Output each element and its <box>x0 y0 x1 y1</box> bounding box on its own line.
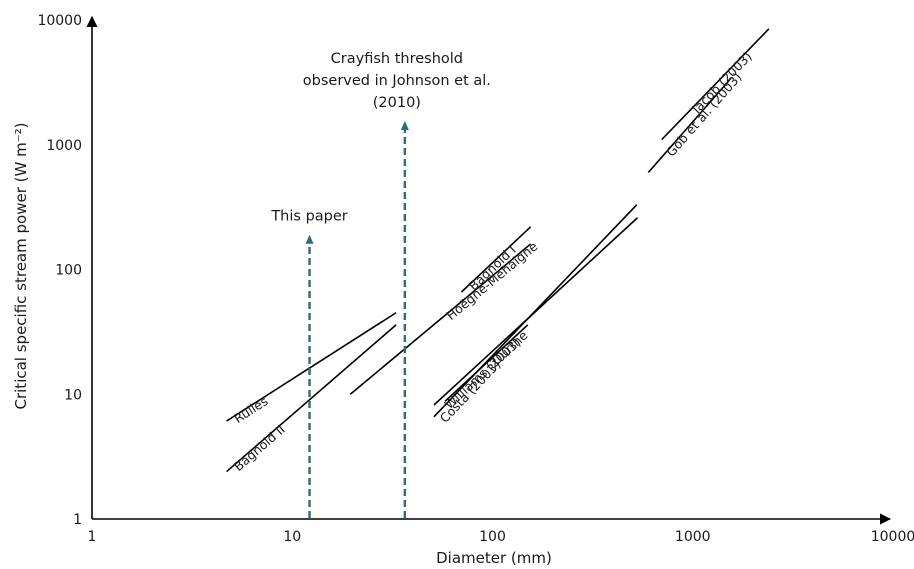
x-axis-title: Diameter (mm) <box>436 549 552 567</box>
threshold-label-line: Crayfish threshold <box>331 51 463 67</box>
threshold-arrows: This paper Crayfish threshold observed in … <box>270 51 491 518</box>
label-hoegne-mehaigne: Hoëgne-Mehaigne <box>443 238 540 323</box>
series-lines <box>226 28 770 473</box>
y-axis-title: Critical specific stream power (W m⁻²) <box>12 123 30 410</box>
label-bagnold-ii: Bagnold II <box>231 422 288 474</box>
line-bagnold-ii <box>226 324 397 473</box>
label-jacob-2003: Jacob (2003) <box>688 49 755 117</box>
y-tick-label: 10 <box>64 387 82 403</box>
label-rulles: Rulles <box>231 393 270 426</box>
x-tick-label: 100 <box>479 529 506 545</box>
x-tick-label: 10 <box>283 529 301 545</box>
line-hoegne-mehaigne <box>349 243 532 395</box>
line-rulles <box>226 312 397 422</box>
threshold-label-line: This paper <box>270 209 347 225</box>
x-tick-labels: 1 10 100 1000 10000 <box>88 529 914 545</box>
x-tick-label: 1 <box>88 529 97 545</box>
threshold-label-line: observed in Johnson et al. <box>303 73 491 89</box>
arrow-head-icon <box>305 234 314 244</box>
this-paper-threshold: This paper <box>270 209 348 518</box>
crayfish-threshold: Crayfish threshold observed in Johnson et… <box>303 51 491 518</box>
x-tick-label: 1000 <box>675 529 711 545</box>
line-costa-2003 <box>433 204 638 418</box>
y-tick-label: 100 <box>55 263 82 279</box>
line-bagnold-i <box>460 226 532 293</box>
y-tick-label: 10000 <box>37 13 82 29</box>
arrow-head-icon <box>400 121 409 131</box>
label-gob-et-al-2003: Gob et al. (2003) <box>663 70 745 160</box>
y-tick-label: 1000 <box>46 138 82 154</box>
x-tick-label: 10000 <box>871 529 914 545</box>
y-tick-label: 1 <box>73 512 82 528</box>
label-ourthe: Ourthe <box>489 327 531 368</box>
threshold-label-line: (2010) <box>373 95 421 111</box>
line-gob-et-al-2003 <box>647 79 730 173</box>
y-tick-labels: 1 10 100 1000 10000 <box>37 13 82 528</box>
label-costa-2003: Costa (2003) <box>437 357 504 426</box>
line-jacob-2003 <box>661 28 770 141</box>
line-ourthe <box>444 324 529 402</box>
